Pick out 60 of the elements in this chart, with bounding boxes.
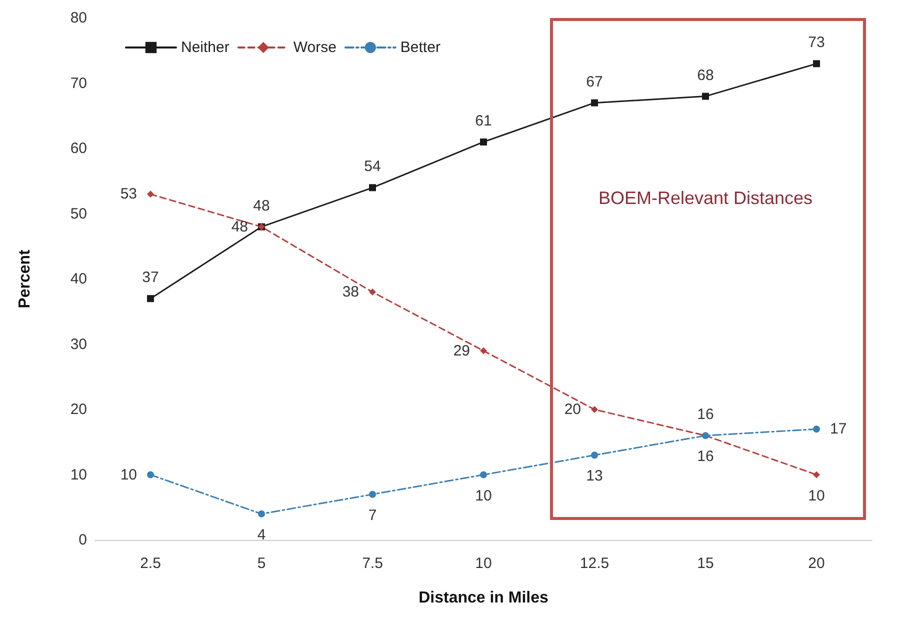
y-tick-label: 40 — [70, 270, 87, 288]
data-label: 7 — [368, 506, 377, 524]
data-label: 10 — [120, 466, 137, 484]
x-tick-label: 7.5 — [362, 555, 383, 572]
data-label: 10 — [475, 487, 492, 504]
point — [258, 510, 265, 518]
data-label: 29 — [453, 342, 470, 360]
point — [369, 288, 376, 296]
y-tick-label: 80 — [70, 10, 87, 26]
x-tick-label: 2.5 — [140, 555, 161, 572]
y-tick-label: 30 — [70, 336, 87, 353]
data-label: 53 — [120, 186, 137, 203]
point — [480, 471, 487, 478]
data-label: 16 — [697, 406, 714, 424]
data-label: 68 — [697, 66, 714, 84]
x-tick-label: 5 — [257, 555, 266, 572]
y-axis-title: Percent — [16, 248, 34, 308]
data-label: 61 — [475, 112, 492, 130]
data-label: 16 — [697, 448, 714, 466]
point — [813, 471, 820, 478]
x-tick-label: 12.5 — [580, 555, 610, 572]
data-label: 37 — [142, 269, 159, 286]
legend-label: Worse — [293, 39, 336, 56]
data-label: 4 — [257, 526, 266, 544]
legend-label: Better — [400, 39, 440, 56]
point — [369, 490, 376, 498]
x-tick-label: 10 — [475, 555, 492, 572]
point — [591, 99, 598, 106]
x-axis-title: Distance in Miles — [418, 590, 549, 606]
point — [147, 295, 154, 302]
y-tick-label: 20 — [70, 401, 87, 418]
annotation: BOEM-Relevant Distances — [598, 188, 813, 209]
point — [702, 92, 709, 100]
data-label: 17 — [830, 420, 847, 438]
y-tick-label: 10 — [70, 466, 87, 484]
x-tick-label: 20 — [808, 555, 825, 572]
data-label: 38 — [342, 284, 359, 301]
point — [591, 406, 598, 413]
point — [480, 347, 487, 354]
point — [591, 452, 598, 459]
point — [147, 471, 154, 478]
y-tick-label: 60 — [70, 140, 87, 157]
point — [369, 184, 376, 192]
data-label: 73 — [808, 34, 825, 52]
point — [813, 60, 820, 68]
point — [813, 426, 820, 433]
data-label: 10 — [808, 487, 825, 504]
legend-label: Neither — [181, 39, 230, 56]
x-tick-label: 15 — [697, 555, 714, 572]
data-label: 48 — [231, 218, 248, 236]
y-tick-label: 50 — [70, 205, 87, 222]
point — [147, 190, 154, 198]
y-tick-label: 0 — [78, 532, 87, 548]
data-label: 13 — [586, 468, 603, 485]
point — [480, 138, 487, 146]
y-tick-label: 70 — [70, 74, 87, 92]
data-label: 20 — [564, 401, 581, 418]
data-label: 67 — [586, 73, 603, 90]
data-label: 54 — [364, 158, 381, 176]
data-label: 48 — [253, 197, 270, 214]
